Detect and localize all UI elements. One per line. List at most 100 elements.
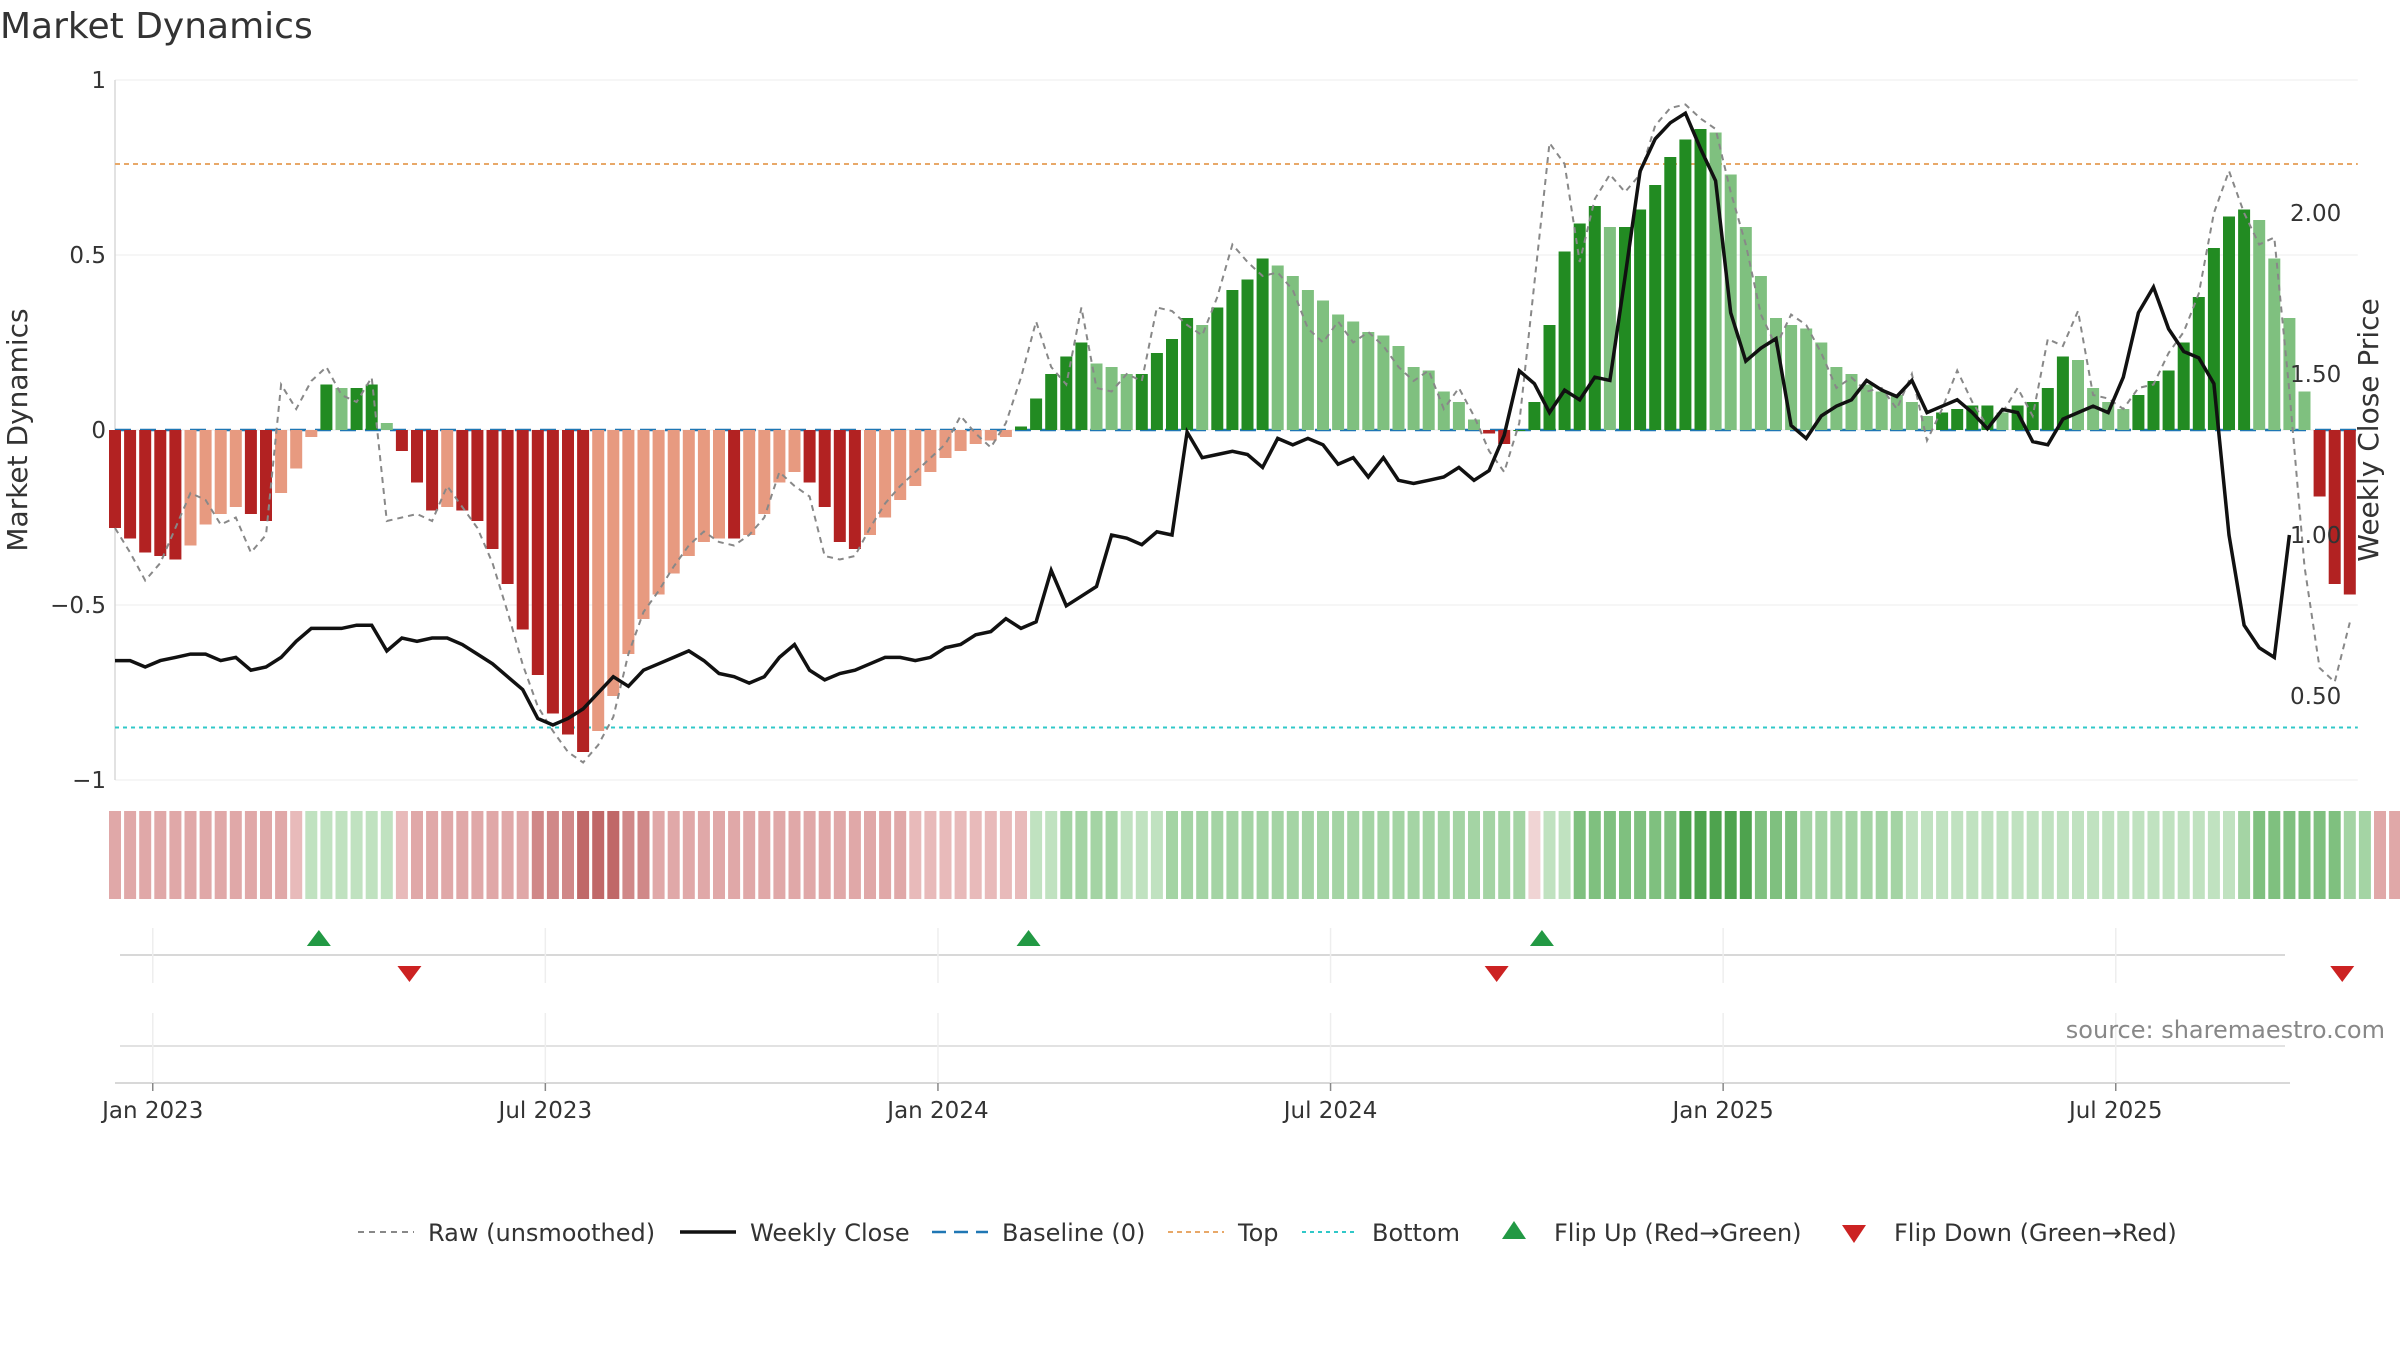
signal-strip-cell xyxy=(2087,811,2100,899)
signal-strip-cell xyxy=(1015,811,1027,899)
y-axis-label-right: Weekly Close Price xyxy=(2352,298,2385,561)
signal-strip-cell xyxy=(773,811,786,899)
dynamics-bar xyxy=(1905,402,1918,430)
signal-strip-cell xyxy=(1286,811,1299,899)
flip-up-marker xyxy=(1529,930,1554,946)
signal-strip-cell xyxy=(1090,811,1103,899)
signal-strip-cell xyxy=(879,811,892,899)
flip-up-marker xyxy=(1016,930,1041,946)
signal-strip-cell xyxy=(607,811,620,899)
flip-down-marker xyxy=(1484,966,1509,982)
legend-swatch-flip-down xyxy=(1842,1225,1866,1243)
signal-strip-cell xyxy=(1785,811,1798,899)
dynamics-bar xyxy=(622,430,635,654)
legend-label: Bottom xyxy=(1372,1219,1460,1247)
legend-label: Weekly Close xyxy=(750,1219,910,1247)
signal-strip-cell xyxy=(864,811,876,899)
dynamics-bar xyxy=(2207,248,2220,430)
legend: Raw (unsmoothed) Weekly Close Baseline (0)… xyxy=(358,1219,2177,1247)
dynamics-bar xyxy=(1377,335,1390,430)
dynamics-bar xyxy=(1317,300,1329,430)
signal-strip-cell xyxy=(1860,811,1873,899)
left-tick-label: 0.5 xyxy=(69,243,106,269)
signal-strip-cell xyxy=(1936,811,1949,899)
dynamics-bar xyxy=(999,430,1012,437)
dynamics-bar xyxy=(124,430,137,539)
dynamics-bar xyxy=(395,430,408,451)
signal-strip-cell xyxy=(1256,811,1269,899)
signal-strip-cell xyxy=(939,811,952,899)
left-tick-label: −0.5 xyxy=(50,593,106,619)
dynamics-bar xyxy=(1664,157,1677,430)
flip-up-marker xyxy=(306,930,331,946)
dynamics-bar xyxy=(1422,370,1435,430)
signal-strip-cell xyxy=(1317,811,1329,899)
signal-strip-cell xyxy=(969,811,982,899)
dynamics-bar xyxy=(1528,402,1541,430)
signal-strip-cell xyxy=(2298,811,2311,899)
dynamics-bar xyxy=(879,430,892,518)
dynamics-bar xyxy=(244,430,257,514)
signal-strip-cell xyxy=(1875,811,1888,899)
x-tick-label: Jan 2023 xyxy=(100,1098,203,1124)
dynamics-bar xyxy=(305,430,318,437)
dynamics-bar xyxy=(1996,412,2009,430)
dynamics-bar xyxy=(275,430,288,493)
dynamics-bar xyxy=(1362,332,1375,430)
dynamics-bar xyxy=(1075,342,1088,430)
dynamics-bar xyxy=(1830,367,1843,430)
signal-strip-cell xyxy=(456,811,469,899)
signal-strip-cell xyxy=(1452,811,1465,899)
dynamics-bar xyxy=(1588,206,1601,430)
dynamics-bar xyxy=(2238,209,2251,430)
dynamics-bar xyxy=(894,430,907,500)
dynamics-bar xyxy=(1211,307,1224,430)
signal-strip-cell xyxy=(2147,811,2160,899)
signal-strip-cell xyxy=(1407,811,1420,899)
signal-strip-cell xyxy=(1996,811,2009,899)
x-tick-label: Jan 2025 xyxy=(1670,1098,1773,1124)
dynamics-bar xyxy=(607,430,620,696)
signal-strip-cell xyxy=(1543,811,1556,899)
dynamics-bar xyxy=(2177,342,2190,430)
signal-strip-cell xyxy=(788,811,801,899)
dynamics-bar xyxy=(1301,290,1314,430)
dynamics-bar xyxy=(1770,318,1782,430)
signal-strip-cell xyxy=(471,811,484,899)
dynamics-bar xyxy=(2343,430,2356,595)
signal-strip-cell xyxy=(2358,811,2371,899)
dynamics-bar xyxy=(803,430,816,483)
dynamics-bar xyxy=(1045,374,1058,430)
signal-strip-cell xyxy=(1498,811,1511,899)
dynamics-bar xyxy=(471,430,484,521)
signal-strip-cell xyxy=(275,811,288,899)
signal-strip-cell xyxy=(1845,811,1858,899)
signal-strip-cell xyxy=(1211,811,1224,899)
dynamics-bar xyxy=(1875,391,1888,430)
signal-strip-cell xyxy=(290,811,303,899)
signal-strip-cell xyxy=(1921,811,1933,899)
signal-strip-cell xyxy=(1573,811,1586,899)
signal-strip-cell xyxy=(2041,811,2054,899)
signal-strip-cell xyxy=(577,811,590,899)
reference-lines xyxy=(115,163,2358,729)
signal-strip-cell xyxy=(1739,811,1752,899)
dynamics-bar xyxy=(516,430,529,630)
dynamics-bar xyxy=(1694,129,1707,430)
signal-strip-cell xyxy=(1694,811,1707,899)
dynamics-bar xyxy=(1468,419,1480,430)
dynamics-bar xyxy=(1936,412,1949,430)
dynamics-bar xyxy=(1256,258,1269,430)
dynamics-bar xyxy=(501,430,514,584)
dynamics-bar xyxy=(1181,318,1194,430)
signal-strip-cell xyxy=(2072,811,2084,899)
signal-strip-cell xyxy=(350,811,363,899)
signal-strip-cell xyxy=(1483,811,1496,899)
left-tick-label: −1 xyxy=(72,768,106,794)
dynamics-bar xyxy=(713,430,725,539)
signal-strip-cell xyxy=(184,811,197,899)
signal-strip-cell xyxy=(305,811,318,899)
dynamics-bar xyxy=(1226,290,1239,430)
dynamics-bar xyxy=(939,430,952,458)
signal-strip-cell xyxy=(139,811,152,899)
